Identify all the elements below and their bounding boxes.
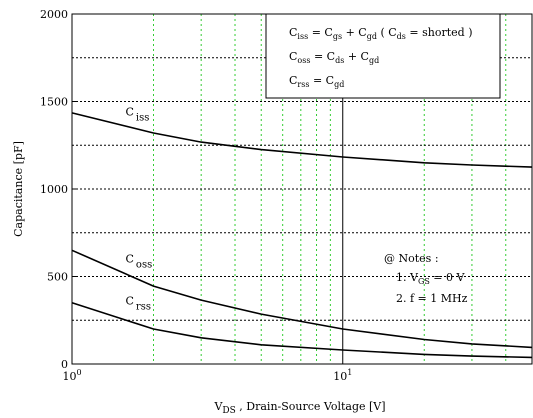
legend-line-ciss: Ciss = Cgs + Cgd ( Cds = shorted ) bbox=[289, 26, 473, 41]
x-tick-labels: 100 101 bbox=[62, 368, 352, 383]
x-tick-label: 101 bbox=[333, 368, 352, 383]
y-axis-label: Capacitance [pF] bbox=[12, 141, 25, 237]
y-tick-label: 1500 bbox=[40, 96, 68, 109]
y-tick-labels: 0 500 1000 1500 2000 bbox=[40, 8, 76, 371]
notes-line-vgs: 1. VGS = 0 V bbox=[396, 271, 466, 286]
notes-block: @ Notes : 1. VGS = 0 V 2. f = 1 MHz bbox=[384, 252, 468, 305]
legend-frame bbox=[265, 13, 501, 99]
series-line-rss bbox=[71, 302, 533, 359]
notes-title: @ Notes : bbox=[384, 252, 439, 265]
legend-box: Ciss = Cgs + Cgd ( Cds = shorted ) Coss … bbox=[265, 13, 501, 99]
y-tick-label: 1000 bbox=[40, 183, 68, 196]
legend-line-crss: Crss = Cgd bbox=[289, 74, 344, 89]
y-tick-label: 2000 bbox=[40, 8, 68, 21]
x-tick-label: 100 bbox=[62, 368, 81, 383]
series-curves bbox=[71, 112, 533, 359]
series-line-iss bbox=[71, 112, 533, 168]
legend-line-coss: Coss = Cds + Cgd bbox=[289, 50, 379, 65]
y-tick-label: 500 bbox=[47, 271, 68, 284]
notes-line-frequency: 2. f = 1 MHz bbox=[396, 292, 468, 305]
y-tick-label: 0 bbox=[61, 358, 68, 371]
x-axis-label: VDS , Drain-Source Voltage [V] bbox=[213, 400, 385, 416]
series-line-oss bbox=[71, 249, 533, 349]
